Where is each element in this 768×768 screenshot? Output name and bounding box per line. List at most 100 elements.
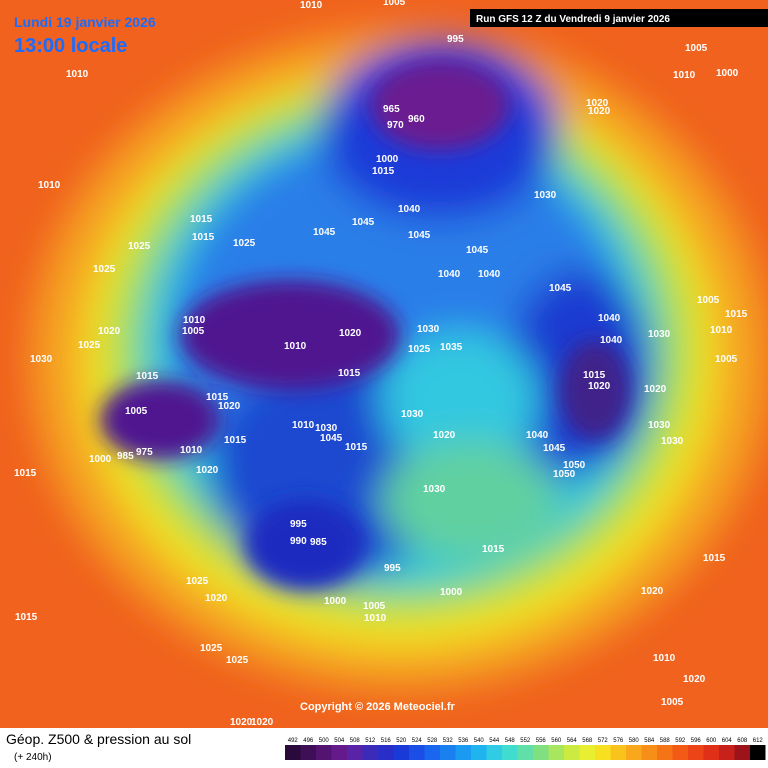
pressure-label: 1020 bbox=[251, 717, 274, 728]
pressure-label: 1020 bbox=[586, 98, 609, 109]
pressure-label: 1010 bbox=[300, 0, 323, 11]
colorbar-label: 580 bbox=[629, 738, 640, 744]
pressure-label: 1020 bbox=[433, 430, 456, 441]
colorbar-swatch bbox=[300, 745, 316, 760]
pressure-label: 1000 bbox=[376, 154, 399, 165]
pressure-label: 1015 bbox=[482, 544, 505, 555]
colorbar-swatch bbox=[626, 745, 642, 760]
pressure-label: 1045 bbox=[408, 230, 431, 241]
colorbar-label: 576 bbox=[613, 738, 624, 744]
colorbar-label: 568 bbox=[582, 738, 593, 744]
colorbar-swatch bbox=[347, 745, 363, 760]
pressure-label: 1045 bbox=[313, 227, 336, 238]
pressure-label: 1030 bbox=[661, 436, 684, 447]
colorbar-label: 596 bbox=[691, 738, 702, 744]
pressure-label: 1020 bbox=[196, 465, 219, 476]
colorbar-swatch bbox=[548, 745, 564, 760]
pressure-label: 1030 bbox=[534, 190, 557, 201]
pressure-label: 1045 bbox=[543, 443, 566, 454]
colorbar-label: 500 bbox=[319, 738, 330, 744]
run-info: Run GFS 12 Z du Vendredi 9 janvier 2026 bbox=[476, 14, 670, 25]
pressure-label: 1015 bbox=[224, 435, 247, 446]
colorbar-swatch bbox=[517, 745, 533, 760]
colorbar-swatch bbox=[455, 745, 471, 760]
colorbar-swatch bbox=[688, 745, 704, 760]
pressure-label: 1010 bbox=[38, 180, 61, 191]
pressure-label: 1020 bbox=[98, 326, 121, 337]
pressure-label: 1045 bbox=[352, 217, 375, 228]
pressure-label: 1030 bbox=[417, 324, 440, 335]
pressure-label: 995 bbox=[447, 34, 464, 45]
pressure-label: 1000 bbox=[324, 596, 347, 607]
colorbar-label: 548 bbox=[505, 738, 516, 744]
colorbar-label: 516 bbox=[381, 738, 392, 744]
pressure-label: 1015 bbox=[583, 370, 606, 381]
pressure-label: 1040 bbox=[398, 204, 421, 215]
colorbar-swatch bbox=[579, 745, 595, 760]
pressure-label: 1015 bbox=[192, 232, 215, 243]
pressure-label: 1005 bbox=[182, 326, 205, 337]
pressure-label: 960 bbox=[408, 114, 425, 125]
colorbar-label: 524 bbox=[412, 738, 423, 744]
pressure-label: 1005 bbox=[685, 43, 708, 54]
colorbar-swatch bbox=[440, 745, 456, 760]
pressure-label: 965 bbox=[383, 104, 400, 115]
pressure-label: 1020 bbox=[230, 717, 253, 728]
colorbar-label: 592 bbox=[675, 738, 686, 744]
pressure-label: 1000 bbox=[89, 454, 112, 465]
pressure-label: 990 bbox=[290, 536, 307, 547]
colorbar: 492 496 500 504 508 512 516 520 524 528 532 536 540 5… bbox=[285, 738, 766, 760]
pressure-label: 1020 bbox=[339, 328, 362, 339]
pressure-label: 1030 bbox=[648, 420, 671, 431]
product: Géop. Z500 & pression au sol bbox=[6, 731, 191, 747]
pressure-label: 1015 bbox=[372, 166, 395, 177]
colorbar-swatch bbox=[734, 745, 750, 760]
pressure-label: 1015 bbox=[206, 392, 229, 403]
colorbar-swatch bbox=[641, 745, 657, 760]
pressure-label: 1015 bbox=[15, 612, 38, 623]
pressure-label: 1040 bbox=[600, 335, 623, 346]
run-banner bbox=[470, 9, 768, 27]
colorbar-label: 520 bbox=[396, 738, 407, 744]
pressure-label: 1040 bbox=[526, 430, 549, 441]
colorbar-label: 564 bbox=[567, 738, 578, 744]
colorbar-swatch bbox=[409, 745, 425, 760]
local-time: 13:00 locale bbox=[14, 35, 127, 57]
pressure-label: 1025 bbox=[226, 655, 249, 666]
pressure-label: 1040 bbox=[598, 313, 621, 324]
colorbar-swatch bbox=[378, 745, 394, 760]
pressure-label: 1040 bbox=[438, 269, 461, 280]
colorbar-label: 612 bbox=[753, 738, 764, 744]
colorbar-label: 600 bbox=[706, 738, 717, 744]
pressure-label: 1010 bbox=[653, 653, 676, 664]
colorbar-label: 532 bbox=[443, 738, 454, 744]
colorbar-swatch bbox=[285, 745, 301, 760]
field bbox=[0, 0, 768, 728]
pressure-label: 1020 bbox=[588, 106, 611, 117]
pressure-label: 1010 bbox=[66, 69, 89, 80]
colorbar-swatch bbox=[471, 745, 487, 760]
pressure-label: 1010 bbox=[364, 613, 387, 624]
colorbar-label: 604 bbox=[722, 738, 733, 744]
pressure-label: 1005 bbox=[383, 0, 406, 8]
colorbar-swatch bbox=[595, 745, 611, 760]
pressure-label: 1020 bbox=[644, 384, 667, 395]
colorbar-swatch bbox=[424, 745, 440, 760]
pressure-label: 1030 bbox=[30, 354, 53, 365]
colorbar-swatch bbox=[331, 745, 347, 760]
colorbar-swatch bbox=[719, 745, 735, 760]
colorbar-label: 528 bbox=[427, 738, 438, 744]
pressure-label: 1030 bbox=[315, 423, 338, 434]
colorbar-label: 540 bbox=[474, 738, 485, 744]
pressure-label: 1005 bbox=[125, 406, 148, 417]
pressure-label: 1020 bbox=[641, 586, 664, 597]
colorbar-swatch bbox=[533, 745, 549, 760]
colorbar-swatch bbox=[486, 745, 502, 760]
date: Lundi 19 janvier 2026 bbox=[14, 14, 156, 30]
pressure-label: 1005 bbox=[661, 697, 684, 708]
pressure-label: 1005 bbox=[697, 295, 720, 306]
pressure-label: 1010 bbox=[284, 341, 307, 352]
colorbar-label: 508 bbox=[350, 738, 361, 744]
